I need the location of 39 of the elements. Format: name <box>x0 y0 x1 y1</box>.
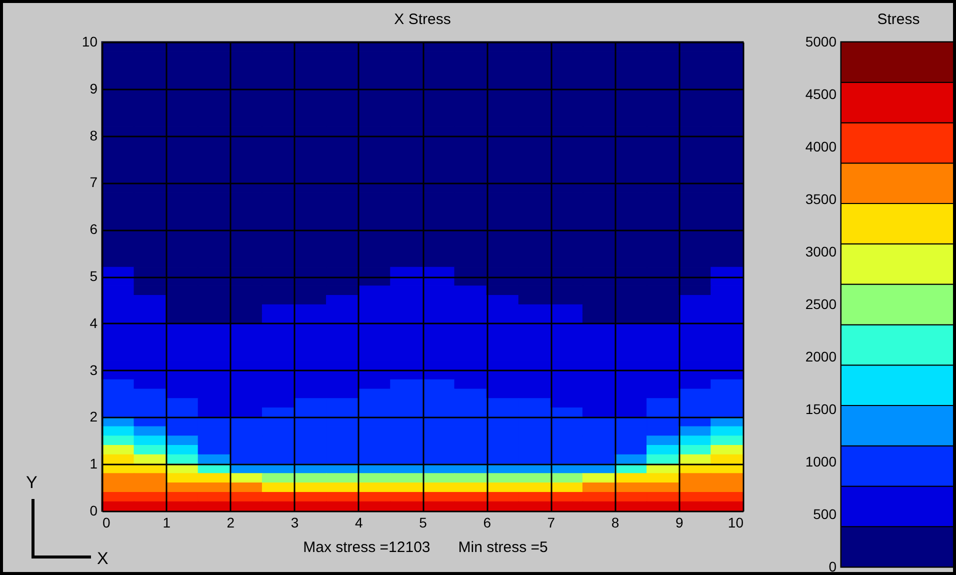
y-tick-label: 5 <box>90 268 98 284</box>
y-tick-label: 0 <box>90 502 98 518</box>
color-bar-label: 5000 <box>805 34 837 50</box>
color-bar-label: 2000 <box>805 348 837 364</box>
x-tick-label: 7 <box>547 514 556 530</box>
color-bar-label: 1000 <box>805 454 837 470</box>
x-tick-label: 3 <box>290 514 299 530</box>
y-tick-label: 9 <box>90 80 98 96</box>
x-tick-label: 10 <box>728 514 744 530</box>
text: Max stress =12103 <box>303 539 430 556</box>
y-tick-label: 6 <box>90 221 98 238</box>
y-tick-label: 4 <box>90 314 98 331</box>
color-bar-label: 0 <box>828 558 837 574</box>
color-bar-label: 1500 <box>805 401 837 417</box>
x-tick-label: 9 <box>676 514 684 530</box>
chart-title: X Stress <box>394 11 451 28</box>
color-bar-label: 4000 <box>805 138 837 154</box>
legend-title: Stress <box>877 11 920 28</box>
y-axis-title: Y <box>26 473 38 493</box>
color-bar-label: 2500 <box>805 296 837 312</box>
color-bar-label: 3500 <box>805 191 837 207</box>
y-tick-label: 8 <box>90 127 98 144</box>
y-tick-label: 3 <box>90 362 98 378</box>
x-tick-label: 4 <box>355 514 363 530</box>
color-bar-label: 4500 <box>805 86 837 102</box>
color-bar-label: 3000 <box>805 244 837 260</box>
x-tick-label: 2 <box>226 514 235 530</box>
text: Min stress =5 <box>458 539 548 556</box>
y-tick-label: 10 <box>82 34 98 50</box>
x-tick-label: 0 <box>102 514 110 530</box>
y-tick-label: 1 <box>90 456 98 472</box>
x-axis-title: X <box>97 549 108 569</box>
x-tick-label: 8 <box>611 514 620 530</box>
x-tick-label: 5 <box>419 514 428 530</box>
x-tick-label: 6 <box>483 514 492 530</box>
y-tick-label: 2 <box>90 408 98 425</box>
color-bar-label: 500 <box>813 506 837 522</box>
y-tick-label: 7 <box>90 174 98 190</box>
x-tick-label: 1 <box>162 514 171 530</box>
